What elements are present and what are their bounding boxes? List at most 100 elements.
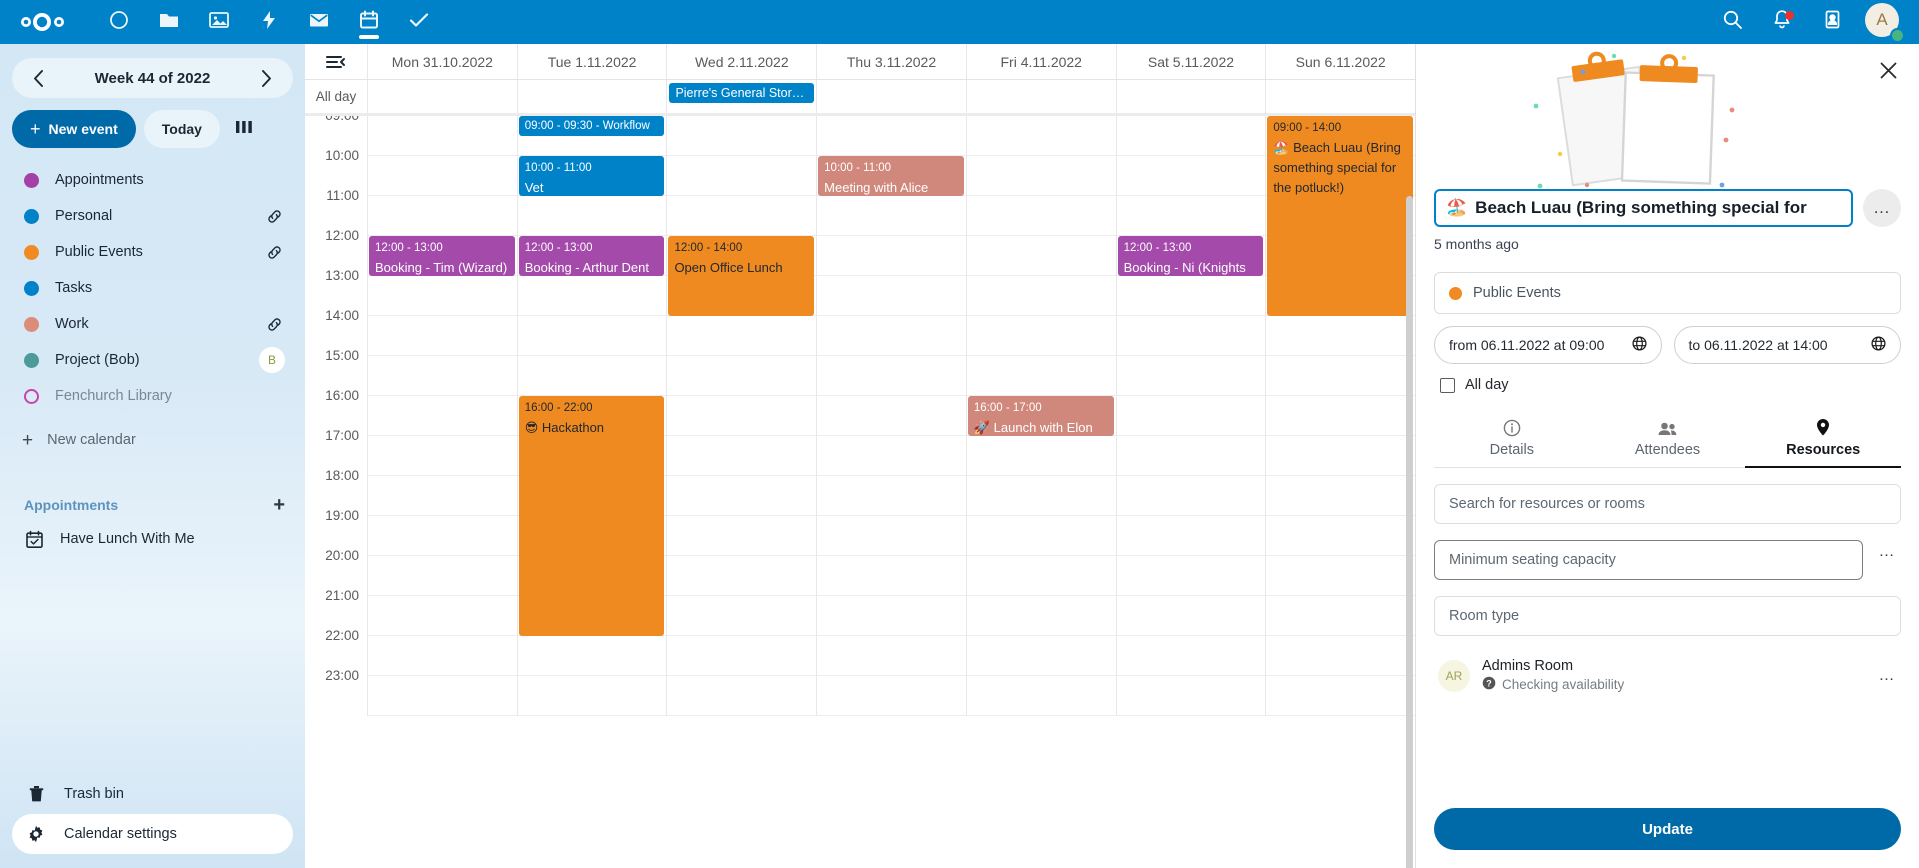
calendar-item-tasks[interactable]: Tasks	[12, 270, 293, 306]
event-title: Vet	[524, 179, 544, 195]
calendar-item-appointments[interactable]: Appointments	[12, 162, 293, 198]
all-day-cell-fri[interactable]	[965, 80, 1116, 113]
globe-icon[interactable]	[1631, 336, 1647, 354]
event-booking-arthur-dent[interactable]: 12:00 - 13:00 Booking - Arthur Dent	[518, 236, 665, 276]
share-link-icon[interactable]	[263, 205, 285, 227]
calendar-item-project-bob[interactable]: Project (Bob) B	[12, 342, 293, 378]
previous-week-button[interactable]	[24, 64, 52, 92]
day-header-mon[interactable]: Mon 31.10.2022	[367, 44, 517, 79]
tab-resources[interactable]: Resources	[1745, 409, 1901, 468]
day-column-thu[interactable]: 10:00 - 11:00 Meeting with Alice	[816, 116, 966, 716]
time-slot: 23:00	[305, 668, 367, 716]
day-header-thu[interactable]: Thu 3.11.2022	[816, 44, 966, 79]
time-slot: 14:00	[305, 308, 367, 356]
all-day-cell-sat[interactable]	[1115, 80, 1266, 113]
day-column-wed[interactable]: 12:00 - 14:00 Open Office Lunch	[666, 116, 817, 716]
tab-attendees[interactable]: Attendees	[1590, 409, 1746, 467]
new-calendar-button[interactable]: + New calendar	[12, 422, 293, 458]
capacity-filter-menu-button[interactable]: …	[1878, 543, 1896, 560]
calendar-label: Public Events	[55, 244, 143, 260]
all-day-event-pierres-general-store[interactable]: Pierre's General Stor…	[669, 83, 815, 103]
event-end-date-input[interactable]: to 06.11.2022 at 14:00	[1673, 326, 1901, 364]
event-title: Meeting with Alice	[824, 179, 929, 195]
app-mail[interactable]	[294, 0, 344, 44]
contacts-button[interactable]	[1807, 0, 1857, 44]
app-files[interactable]	[144, 0, 194, 44]
calendar-item-work[interactable]: Work	[12, 306, 293, 342]
today-button[interactable]: Today	[143, 110, 220, 148]
resource-search-input[interactable]: Search for resources or rooms	[1434, 484, 1901, 524]
room-type-select[interactable]: Room type	[1434, 596, 1901, 636]
event-booking-ni-knights[interactable]: 12:00 - 13:00 Booking - Ni (Knights	[1117, 236, 1264, 276]
collapse-sidebar-button[interactable]	[305, 44, 367, 79]
globe-icon[interactable]	[1871, 336, 1886, 354]
all-day-cell-wed[interactable]: Pierre's General Stor…	[666, 80, 816, 113]
day-column-sun[interactable]: 09:00 - 14:00 🏖️ Beach Luau (Bring somet…	[1265, 116, 1415, 716]
day-column-mon[interactable]: 12:00 - 13:00 Booking - Tim (Wizard)	[367, 116, 517, 716]
all-day-cell-thu[interactable]	[816, 80, 966, 113]
all-day-checkbox-row[interactable]: All day	[1434, 377, 1901, 393]
event-hackathon[interactable]: 16:00 - 22:00 😎 Hackathon	[518, 396, 665, 636]
share-link-icon[interactable]	[263, 241, 285, 263]
day-column-fri[interactable]: 16:00 - 17:00 🚀 Launch with Elon	[965, 116, 1116, 716]
app-tasks[interactable]	[394, 0, 444, 44]
event-open-office-lunch[interactable]: 12:00 - 14:00 Open Office Lunch	[668, 236, 815, 316]
day-header-sat[interactable]: Sat 5.11.2022	[1115, 44, 1266, 79]
app-calendar[interactable]	[344, 0, 394, 44]
calendar-item-personal[interactable]: Personal	[12, 198, 293, 234]
add-appointment-button[interactable]: +	[273, 494, 285, 516]
event-title-input[interactable]: 🏖️ Beach Luau (Bring something special f…	[1434, 189, 1853, 227]
event-meeting-with-alice[interactable]: 10:00 - 11:00 Meeting with Alice	[818, 156, 964, 196]
close-panel-button[interactable]	[1871, 56, 1905, 90]
resource-actions-menu-button[interactable]: …	[1878, 666, 1896, 684]
new-event-button[interactable]: + New event	[12, 110, 136, 148]
day-column-sat[interactable]: 12:00 - 13:00 Booking - Ni (Knights	[1115, 116, 1266, 716]
day-header-sun[interactable]: Sun 6.11.2022	[1265, 44, 1415, 79]
event-vet[interactable]: 10:00 - 11:00 Vet	[518, 156, 665, 196]
share-link-icon[interactable]	[263, 313, 285, 335]
week-title: Week 44 of 2022	[94, 69, 211, 87]
day-header-tue[interactable]: Tue 1.11.2022	[516, 44, 667, 79]
resource-name: Admins Room	[1482, 658, 1574, 674]
event-actions-menu-button[interactable]: …	[1863, 189, 1901, 227]
tab-details[interactable]: Details	[1434, 409, 1590, 467]
minimum-seating-capacity-input[interactable]: Minimum seating capacity	[1434, 540, 1863, 580]
app-photos[interactable]	[194, 0, 244, 44]
event-workflow[interactable]: 09:00 - 09:30 - Workflow	[518, 116, 665, 136]
all-day-cell-sun[interactable]	[1265, 80, 1415, 113]
app-activity[interactable]	[244, 0, 294, 44]
calendar-scrollbar[interactable]	[1406, 196, 1413, 868]
nextcloud-logo[interactable]	[18, 7, 80, 37]
calendar-item-public-events[interactable]: Public Events	[12, 234, 293, 270]
all-day-cell-mon[interactable]	[367, 80, 517, 113]
plus-icon: +	[22, 429, 34, 451]
search-button[interactable]	[1707, 0, 1757, 44]
calendar-label: Fenchurch Library	[55, 388, 172, 404]
update-event-button[interactable]: Update	[1434, 808, 1901, 850]
trash-bin-button[interactable]: Trash bin	[12, 774, 293, 814]
event-booking-tim-wizard[interactable]: 12:00 - 13:00 Booking - Tim (Wizard)	[369, 236, 515, 276]
next-week-button[interactable]	[253, 64, 281, 92]
calendar-item-fenchurch-library[interactable]: Fenchurch Library	[12, 378, 293, 414]
all-day-checkbox[interactable]	[1440, 377, 1455, 393]
all-day-cell-tue[interactable]	[516, 80, 667, 113]
resource-item-admins-room[interactable]: AR Admins Room ? Checking availability …	[1434, 658, 1901, 693]
sidebar-footer: Trash bin Calendar settings	[12, 774, 293, 868]
event-launch-with-elon[interactable]: 16:00 - 17:00 🚀 Launch with Elon	[967, 396, 1114, 436]
app-dashboard[interactable]	[94, 0, 144, 44]
event-time: 12:00 - 13:00	[524, 242, 593, 254]
day-header-wed[interactable]: Wed 2.11.2022	[666, 44, 816, 79]
appointment-item-have-lunch-with-me[interactable]: Have Lunch With Me	[12, 520, 293, 558]
event-calendar-select[interactable]: Public Events	[1434, 272, 1901, 314]
notifications-button[interactable]	[1757, 0, 1807, 44]
event-start-date-input[interactable]: from 06.11.2022 at 09:00	[1434, 326, 1662, 364]
shared-owner-avatar[interactable]: B	[259, 347, 285, 373]
time-label: 14:00	[325, 308, 359, 323]
view-switcher-button[interactable]	[228, 112, 262, 146]
event-title: Booking - Arthur Dent	[524, 259, 650, 275]
day-column-tue[interactable]: 09:00 - 09:30 - Workflow 10:00 - 11:00 V…	[516, 116, 667, 716]
user-avatar-button[interactable]: A	[1865, 3, 1905, 43]
calendar-settings-button[interactable]: Calendar settings	[12, 814, 293, 854]
day-header-fri[interactable]: Fri 4.11.2022	[965, 44, 1116, 79]
event-beach-luau[interactable]: 09:00 - 14:00 🏖️ Beach Luau (Bring somet…	[1267, 116, 1414, 316]
